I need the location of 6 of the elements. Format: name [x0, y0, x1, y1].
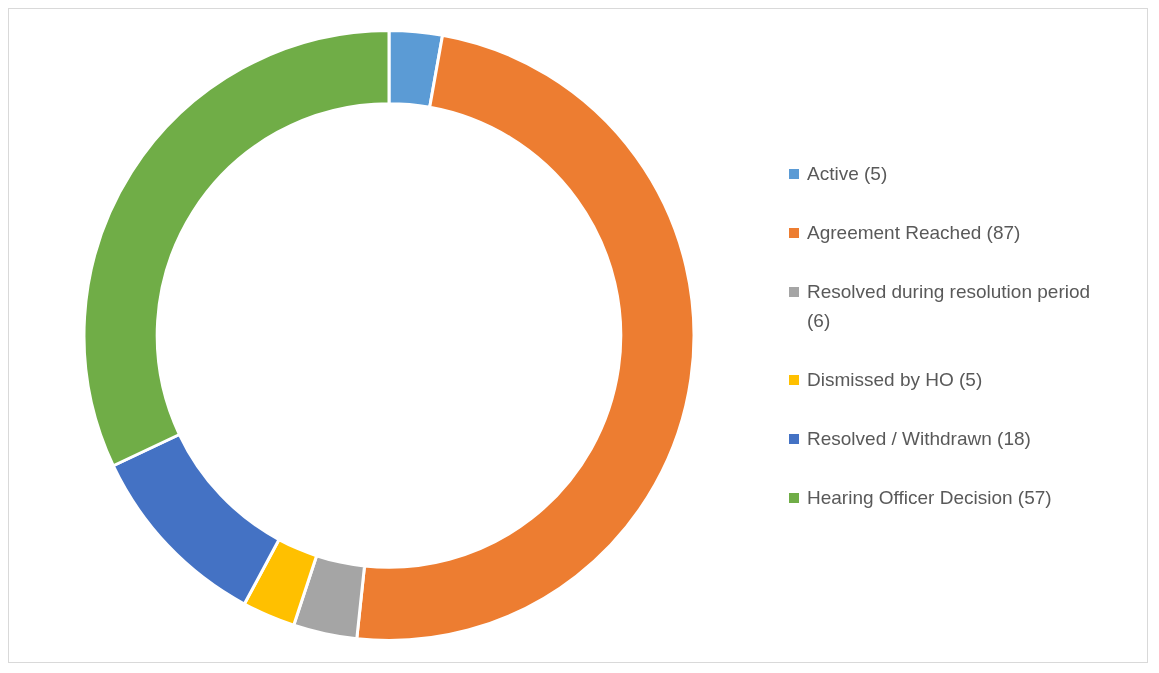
legend-label: Hearing Officer Decision (57)	[807, 486, 1052, 510]
legend-label: Agreement Reached (87)	[807, 221, 1021, 245]
legend-label: Resolved / Withdrawn (18)	[807, 427, 1031, 451]
legend-label: Resolved during resolution period (6)	[807, 280, 1092, 333]
legend-label: Active (5)	[807, 162, 888, 186]
legend-label: Dismissed by HO (5)	[807, 368, 983, 392]
